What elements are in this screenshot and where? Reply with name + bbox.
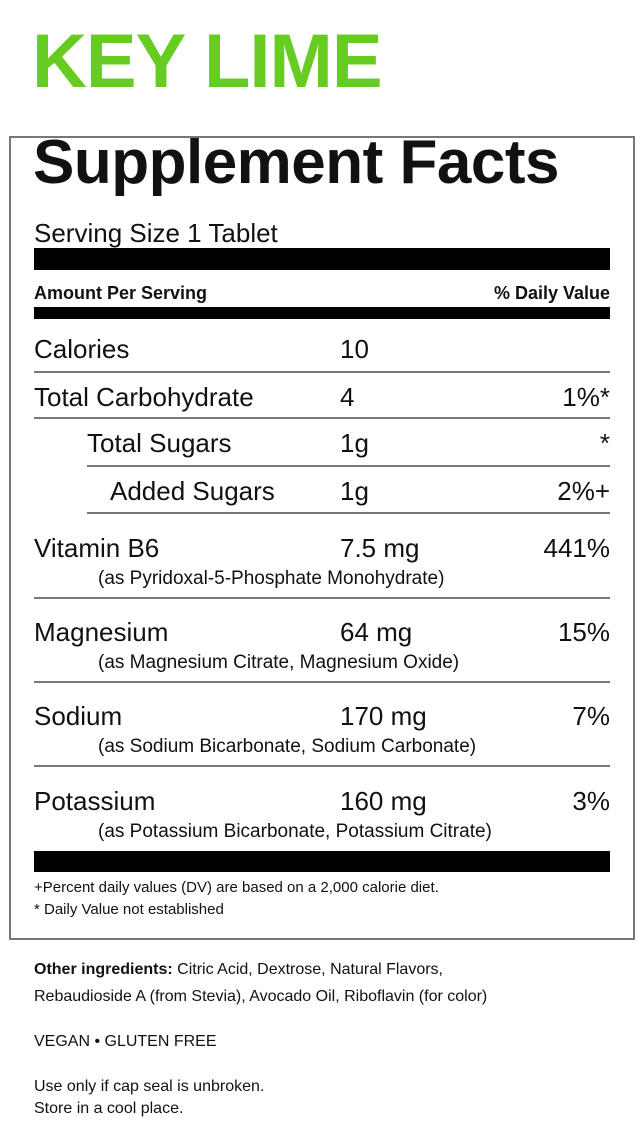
nutrient-name-potassium: Potassium	[34, 786, 156, 816]
nutrient-name-carbohydrate: Total Carbohydrate	[34, 382, 254, 412]
nutrient-amount-total-sugars: 1g	[340, 428, 369, 458]
nutrient-dv-sodium: 7%	[572, 701, 610, 731]
nutrient-amount-sodium: 170 mg	[340, 701, 427, 731]
nutrient-source-vitamin-b6: (as Pyridoxal-5-Phosphate Monohydrate)	[98, 568, 445, 589]
supplement-facts-panel	[9, 136, 635, 940]
nutrient-source-sodium: (as Sodium Bicarbonate, Sodium Carbonate…	[98, 736, 477, 757]
nutrient-name-sodium: Sodium	[34, 701, 123, 731]
row-divider	[87, 512, 610, 514]
other-ingredients-line-2: Rebaudioside A (from Stevia), Avocado Oi…	[34, 988, 488, 1005]
row-divider	[34, 765, 610, 767]
row-divider	[34, 371, 610, 373]
footnote-not-established: * Daily Value not established	[34, 901, 224, 918]
dietary-claims: VEGAN • GLUTEN FREE	[34, 1033, 217, 1050]
panel-title: Supplement Facts	[33, 128, 560, 197]
nutrient-amount-vitamin-b6: 7.5 mg	[340, 533, 420, 563]
row-divider	[34, 681, 610, 683]
nutrient-dv-total-sugars: *	[599, 428, 610, 458]
daily-value-header: % Daily Value	[493, 283, 610, 303]
serving-size: Serving Size 1 Tablet	[34, 218, 278, 248]
nutrient-name-magnesium: Magnesium	[34, 617, 169, 647]
nutrient-amount-potassium: 160 mg	[340, 786, 427, 816]
nutrient-name-total-sugars: Total Sugars	[87, 428, 232, 458]
row-divider	[87, 465, 610, 467]
nutrient-amount-carbohydrate: 4	[340, 382, 355, 412]
nutrient-amount-added-sugars: 1g	[340, 476, 369, 506]
footnote-percent-dv: +Percent daily values (DV) are based on …	[34, 879, 439, 896]
nutrient-dv-added-sugars: 2%+	[557, 476, 610, 506]
nutrient-dv-carbohydrate: 1%*	[562, 382, 610, 412]
storage-instruction-1: Use only if cap seal is unbroken.	[34, 1078, 265, 1095]
nutrient-source-magnesium: (as Magnesium Citrate, Magnesium Oxide)	[98, 652, 460, 673]
amount-per-serving-header: Amount Per Serving	[34, 283, 208, 303]
nutrient-dv-magnesium: 15%	[557, 617, 610, 647]
thick-divider	[34, 851, 610, 872]
nutrient-name-vitamin-b6: Vitamin B6	[34, 533, 160, 563]
nutrient-name-added-sugars: Added Sugars	[110, 476, 275, 506]
storage-instruction-2: Store in a cool place.	[34, 1100, 184, 1117]
other-ingredients-line-1: Other ingredients: Citric Acid, Dextrose…	[34, 962, 443, 978]
nutrient-amount-magnesium: 64 mg	[340, 617, 413, 647]
nutrient-dv-potassium: 3%	[572, 786, 610, 816]
nutrient-dv-vitamin-b6: 441%	[543, 533, 611, 563]
nutrient-amount-calories: 10	[340, 334, 369, 364]
row-divider	[34, 417, 610, 419]
other-ingredients-label: Other ingredients:	[34, 961, 173, 978]
other-ingredients-text: Citric Acid, Dextrose, Natural Flavors,	[177, 961, 443, 978]
nutrient-name-calories: Calories	[34, 334, 130, 364]
row-divider	[34, 597, 610, 599]
thick-divider	[34, 248, 610, 270]
flavor-title: KEY LIME	[32, 19, 383, 104]
medium-divider	[34, 307, 610, 319]
nutrient-source-potassium: (as Potassium Bicarbonate, Potassium Cit…	[98, 821, 492, 842]
